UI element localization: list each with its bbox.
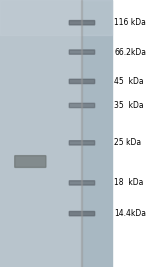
FancyBboxPatch shape [69, 79, 95, 84]
Text: 14.4kDa: 14.4kDa [114, 209, 146, 218]
FancyBboxPatch shape [69, 211, 95, 216]
Bar [0, 0, 112, 35]
Text: 35  kDa: 35 kDa [114, 101, 144, 110]
Text: 45  kDa: 45 kDa [114, 77, 144, 86]
FancyBboxPatch shape [69, 141, 95, 145]
Text: 66.2kDa: 66.2kDa [114, 48, 146, 57]
FancyBboxPatch shape [69, 181, 95, 185]
FancyBboxPatch shape [15, 156, 46, 167]
Bar [0, 0, 82, 267]
FancyBboxPatch shape [69, 103, 95, 108]
Bar [82, 0, 112, 267]
Text: 25 kDa: 25 kDa [114, 138, 141, 147]
FancyBboxPatch shape [69, 21, 95, 25]
Bar [81, 0, 82, 267]
Text: 116 kDa: 116 kDa [114, 18, 146, 27]
FancyBboxPatch shape [69, 50, 95, 54]
Text: 18  kDa: 18 kDa [114, 178, 144, 187]
